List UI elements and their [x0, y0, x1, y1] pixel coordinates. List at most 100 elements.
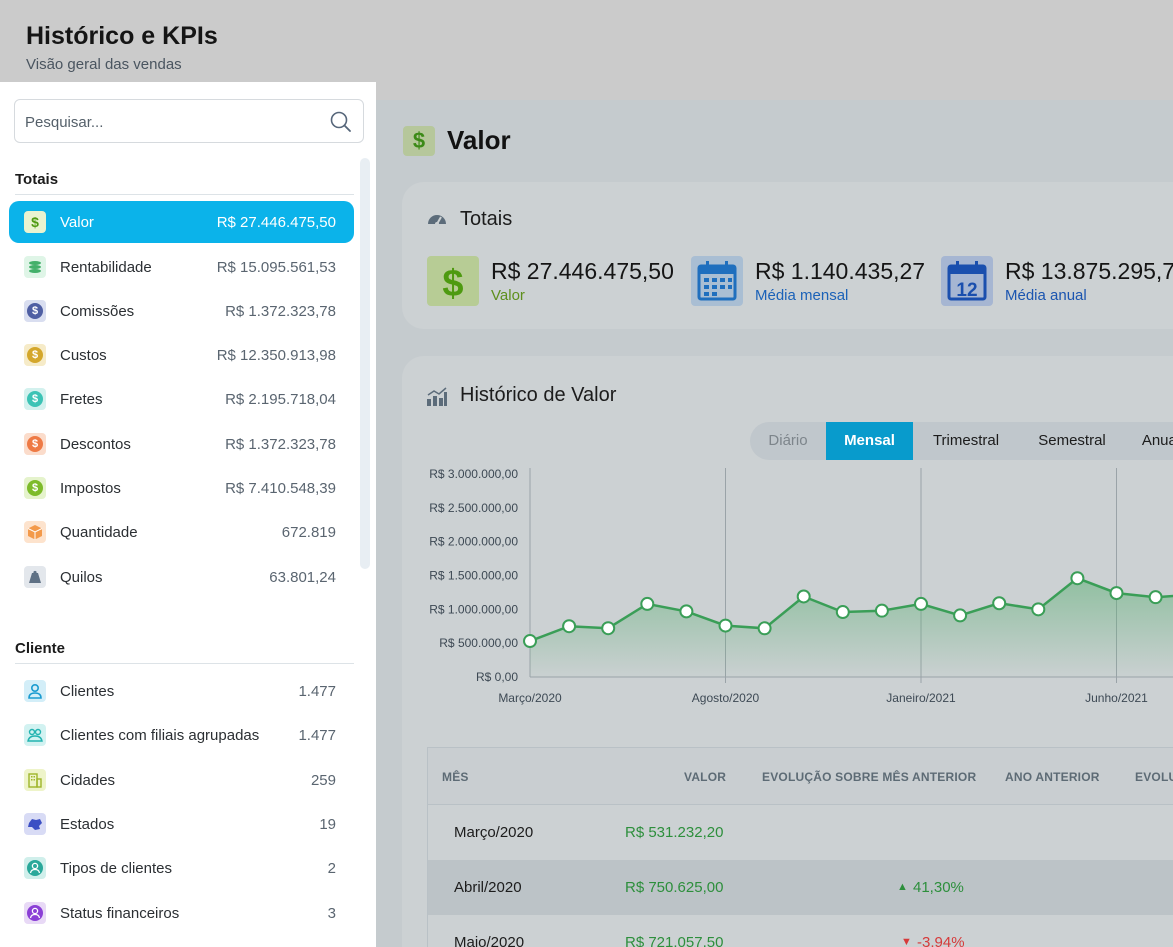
sidebar-item-label: Fretes [60, 391, 103, 408]
sidebar-item-value: R$ 1.372.323,78 [225, 436, 336, 453]
coin-icon: $ [24, 477, 46, 499]
chart-x-axis: Março/2020 Agosto/2020 Janeiro/2021 Junho/2… [498, 691, 1148, 705]
sidebar-item-value: R$ 7.410.548,39 [225, 480, 336, 497]
sidebar-scrollbar[interactable] [360, 158, 370, 569]
sidebar-item-value: 259 [310, 772, 336, 789]
sidebar-item-value: R$ 27.446.475,50 [216, 214, 336, 231]
sidebar-item-label: Cidades [60, 772, 116, 789]
chart-data-point [1148, 590, 1163, 605]
sidebar-item-value: R$ 1.372.323,78 [225, 303, 336, 320]
historico-title: Histórico de Valor [460, 384, 617, 406]
x-tick-label: Junho/2021 [1085, 691, 1148, 705]
user-badge-icon [24, 857, 46, 879]
calendar-icon [691, 256, 743, 306]
tab-mensal[interactable]: Mensal [826, 422, 913, 460]
chart-data-point [796, 589, 811, 604]
col-header-valor[interactable]: VALOR [684, 770, 727, 784]
chart-y-axis: R$ 0,00 R$ 500.000,00 R$ 1.000.000,00 R$ 1.… [429, 467, 518, 684]
sidebar-item-tipos-clientes[interactable]: Tipos de clientes 2 [9, 847, 354, 889]
sidebar: Totais $ Valor R$ 27.446.475,50 Rentabil… [0, 82, 376, 947]
weight-icon [24, 566, 46, 588]
sidebar-item-clientes[interactable]: Clientes 1.477 [9, 670, 354, 712]
cell-month: Abril/2020 [454, 879, 522, 896]
historico-card: Histórico de Valor Diário Mensal Trimest… [402, 356, 1173, 947]
table-row[interactable]: Março/2020 R$ 531.232,20 [427, 805, 1173, 860]
col-header-evolucao-ano[interactable]: EVOLU [1135, 770, 1173, 784]
svg-text:$: $ [442, 263, 463, 305]
search-box[interactable] [14, 99, 364, 143]
period-tabs: Diário Mensal Trimestral Semestral Anual [750, 422, 1173, 460]
coin-icon: $ [24, 300, 46, 322]
search-icon[interactable] [329, 110, 353, 134]
sidebar-item-label: Rentabilidade [60, 259, 152, 276]
chart-area-fill [530, 578, 1173, 677]
cell-month: Maio/2020 [454, 934, 525, 947]
col-header-evolucao[interactable]: EVOLUÇÃO SOBRE MÊS ANTERIOR [762, 770, 977, 784]
sidebar-item-custos[interactable]: $ Custos R$ 12.350.913,98 [9, 334, 354, 376]
sidebar-item-label: Descontos [60, 436, 131, 453]
chart-data-point [640, 596, 655, 611]
cell-evolution: 41,30% [913, 879, 964, 896]
tab-semestral[interactable]: Semestral [1038, 432, 1106, 449]
kpi-caption: Média mensal [755, 287, 849, 304]
col-header-ano-anterior[interactable]: ANO ANTERIOR [1005, 770, 1100, 784]
money-stack-icon [24, 256, 46, 278]
cell-value: R$ 531.232,20 [625, 824, 724, 841]
kpi-value: R$ 13.875.295,79 [1005, 258, 1173, 284]
y-tick-label: R$ 500.000,00 [439, 636, 518, 650]
sidebar-item-status-financeiros[interactable]: Status financeiros 3 [9, 892, 354, 934]
user-status-icon [24, 902, 46, 924]
table-header: MÊS VALOR EVOLUÇÃO SOBRE MÊS ANTERIOR AN… [427, 747, 1173, 805]
sidebar-item-descontos[interactable]: $ Descontos R$ 1.372.323,78 [9, 423, 354, 465]
table-row[interactable]: Abril/2020 R$ 750.625,00 ▲ 41,30% [427, 860, 1173, 915]
sidebar-item-fretes[interactable]: $ Fretes R$ 2.195.718,04 [9, 378, 354, 420]
sidebar-item-valor[interactable]: $ Valor R$ 27.446.475,50 [9, 201, 354, 243]
chart-data-point [1031, 602, 1046, 617]
sidebar-item-value: 3 [327, 905, 336, 922]
sidebar-item-clientes-filiais[interactable]: Clientes com filiais agrupadas 1.477 [9, 714, 354, 756]
sidebar-item-cidades[interactable]: Cidades 259 [9, 759, 354, 801]
sidebar-item-quantidade[interactable]: Quantidade 672.819 [9, 511, 354, 553]
tab-diario[interactable]: Diário [768, 432, 808, 449]
search-input[interactable] [25, 110, 315, 134]
table-row[interactable]: Maio/2020 R$ 721.057,50 ▼ -3,94% [427, 915, 1173, 947]
sidebar-item-rentabilidade[interactable]: Rentabilidade R$ 15.095.561,53 [9, 246, 354, 288]
sidebar-item-value: R$ 15.095.561,53 [216, 259, 336, 276]
chart-data-point [835, 605, 850, 620]
y-tick-label: R$ 2.000.000,00 [429, 535, 518, 549]
sidebar-item-value: R$ 12.350.913,98 [216, 347, 336, 364]
trend-up-icon: ▲ [897, 881, 908, 893]
app-subtitle: Visão geral das vendas [26, 56, 182, 73]
section-divider [15, 194, 354, 195]
sidebar-item-label: Quilos [60, 569, 103, 586]
cell-evolution: -3,94% [917, 934, 965, 947]
sidebar-item-value: 1.477 [298, 683, 336, 700]
historico-chart: R$ 0,00 R$ 500.000,00 R$ 1.000.000,00 R$ 1.… [429, 467, 1173, 705]
sidebar-item-comissoes[interactable]: $ Comissões R$ 1.372.323,78 [9, 290, 354, 332]
sidebar-item-value: R$ 2.195.718,04 [225, 391, 336, 408]
chart-data-point [1109, 586, 1124, 601]
kpi-value: R$ 27.446.475,50 [491, 258, 674, 284]
chart-data-point [874, 603, 889, 618]
x-tick-label: Agosto/2020 [692, 691, 760, 705]
gauge-icon [428, 215, 446, 226]
sidebar-item-quilos[interactable]: Quilos 63.801,24 [9, 556, 354, 598]
tab-trimestral[interactable]: Trimestral [932, 432, 1000, 449]
building-icon [24, 769, 46, 791]
y-tick-label: R$ 0,00 [476, 670, 518, 684]
col-header-mes[interactable]: MÊS [442, 770, 469, 784]
kpi-value: R$ 1.140.435,27 [755, 258, 926, 284]
sidebar-item-value: 1.477 [298, 727, 336, 744]
sidebar-item-estados[interactable]: Estados 19 [9, 803, 354, 845]
tab-anual[interactable]: Anual [1141, 432, 1173, 449]
chart-growth-icon [427, 387, 447, 406]
y-tick-label: R$ 2.500.000,00 [429, 501, 518, 515]
chart-points [523, 571, 1163, 649]
sidebar-item-label: Custos [60, 347, 107, 364]
sidebar-item-label: Tipos de clientes [60, 860, 173, 877]
sidebar-item-impostos[interactable]: $ Impostos R$ 7.410.548,39 [9, 467, 354, 509]
sidebar-item-label: Comissões [60, 303, 135, 320]
box-icon [24, 521, 46, 543]
app-title: Histórico e KPIs [26, 22, 218, 50]
sidebar-item-label: Clientes [60, 683, 115, 700]
